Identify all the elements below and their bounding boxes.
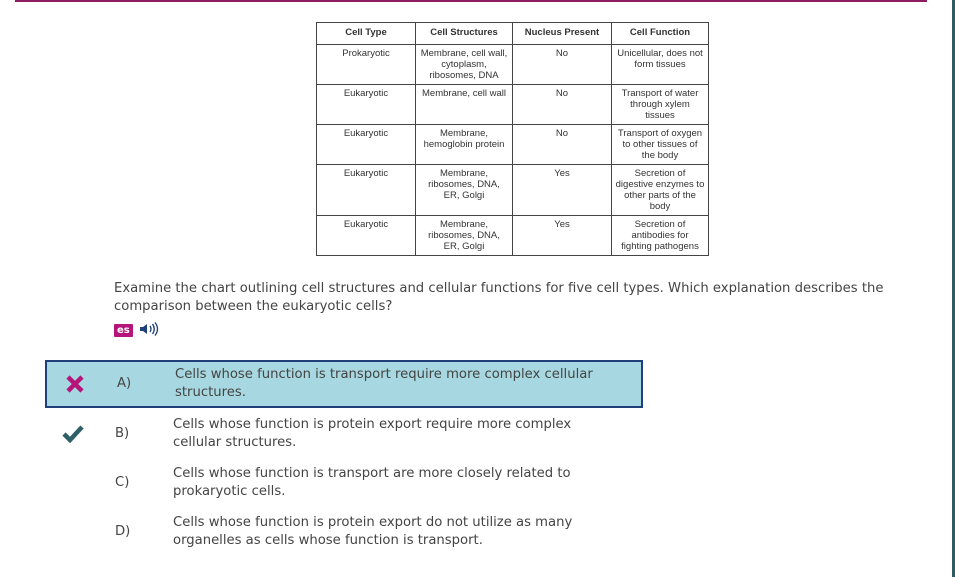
table-cell: No bbox=[512, 124, 612, 165]
table-cell: Yes bbox=[512, 164, 612, 216]
choice-text: Cells whose function is transport requir… bbox=[175, 367, 593, 400]
checkmark-icon bbox=[45, 425, 101, 443]
table-cell: Transport of oxygen to other tissues of … bbox=[611, 124, 709, 165]
table-cell: Transport of water through xylem tissues bbox=[611, 84, 709, 125]
question-tools: es bbox=[114, 321, 159, 340]
table-cell: Membrane, ribosomes, DNA, ER, Golgi bbox=[415, 215, 513, 256]
choice-letter: B) bbox=[115, 426, 130, 441]
choice-text: Cells whose function is protein export r… bbox=[173, 417, 572, 450]
table-cell: Prokaryotic bbox=[316, 44, 416, 85]
table-cell: No bbox=[512, 44, 612, 85]
choice-letter: A) bbox=[117, 376, 132, 391]
table-cell: Membrane, ribosomes, DNA, ER, Golgi bbox=[415, 164, 513, 216]
choice-text: Cells whose function is transport are mo… bbox=[173, 466, 571, 499]
right-border bbox=[952, 0, 955, 577]
table-cell: Eukaryotic bbox=[316, 124, 416, 165]
answer-choice-a[interactable]: A) Cells whose function is transport requ… bbox=[45, 360, 643, 408]
header-divider bbox=[15, 0, 927, 2]
table-row: Eukaryotic Membrane, cell wall No Transport… bbox=[316, 84, 709, 125]
table-cell: Secretion of digestive enzymes to other … bbox=[611, 164, 709, 216]
table-header-row: Cell Type Cell Structures Nucleus Presen… bbox=[316, 22, 709, 45]
table-row: Eukaryotic Membrane, ribosomes, DNA, ER, … bbox=[316, 215, 709, 256]
table-cell: Eukaryotic bbox=[316, 164, 416, 216]
table-cell: Membrane, hemoglobin protein bbox=[415, 124, 513, 165]
x-mark-icon bbox=[47, 374, 103, 394]
question-text: Examine the chart outlining cell structu… bbox=[114, 281, 884, 314]
choice-letter: C) bbox=[115, 475, 130, 490]
choice-letter: D) bbox=[115, 524, 131, 539]
table-cell: Membrane, cell wall bbox=[415, 84, 513, 125]
table-row: Prokaryotic Membrane, cell wall, cytoplas… bbox=[316, 44, 709, 85]
table-cell: Unicellular, does not form tissues bbox=[611, 44, 709, 85]
cell-comparison-table: Cell Type Cell Structures Nucleus Presen… bbox=[316, 22, 709, 256]
speaker-icon[interactable] bbox=[139, 321, 159, 340]
table-cell: Eukaryotic bbox=[316, 84, 416, 125]
table-cell: No bbox=[512, 84, 612, 125]
table-cell: Eukaryotic bbox=[316, 215, 416, 256]
answer-choice-d[interactable]: D) Cells whose function is protein export… bbox=[45, 512, 643, 552]
table-row: Eukaryotic Membrane, ribosomes, DNA, ER, … bbox=[316, 164, 709, 216]
table-cell: Secretion of antibodies for fighting pat… bbox=[611, 215, 709, 256]
column-header: Cell Structures bbox=[415, 22, 513, 45]
column-header: Nucleus Present bbox=[512, 22, 612, 45]
table-cell: Yes bbox=[512, 215, 612, 256]
table-cell: Membrane, cell wall, cytoplasm, ribosome… bbox=[415, 44, 513, 85]
spanish-translate-button[interactable]: es bbox=[114, 324, 133, 337]
column-header: Cell Type bbox=[316, 22, 416, 45]
choice-text: Cells whose function is protein export d… bbox=[173, 515, 573, 548]
column-header: Cell Function bbox=[611, 22, 709, 45]
answer-choice-c[interactable]: C) Cells whose function is transport are … bbox=[45, 463, 643, 503]
table-row: Eukaryotic Membrane, hemoglobin protein No… bbox=[316, 124, 709, 165]
answer-choice-b[interactable]: B) Cells whose function is protein export… bbox=[45, 414, 643, 454]
